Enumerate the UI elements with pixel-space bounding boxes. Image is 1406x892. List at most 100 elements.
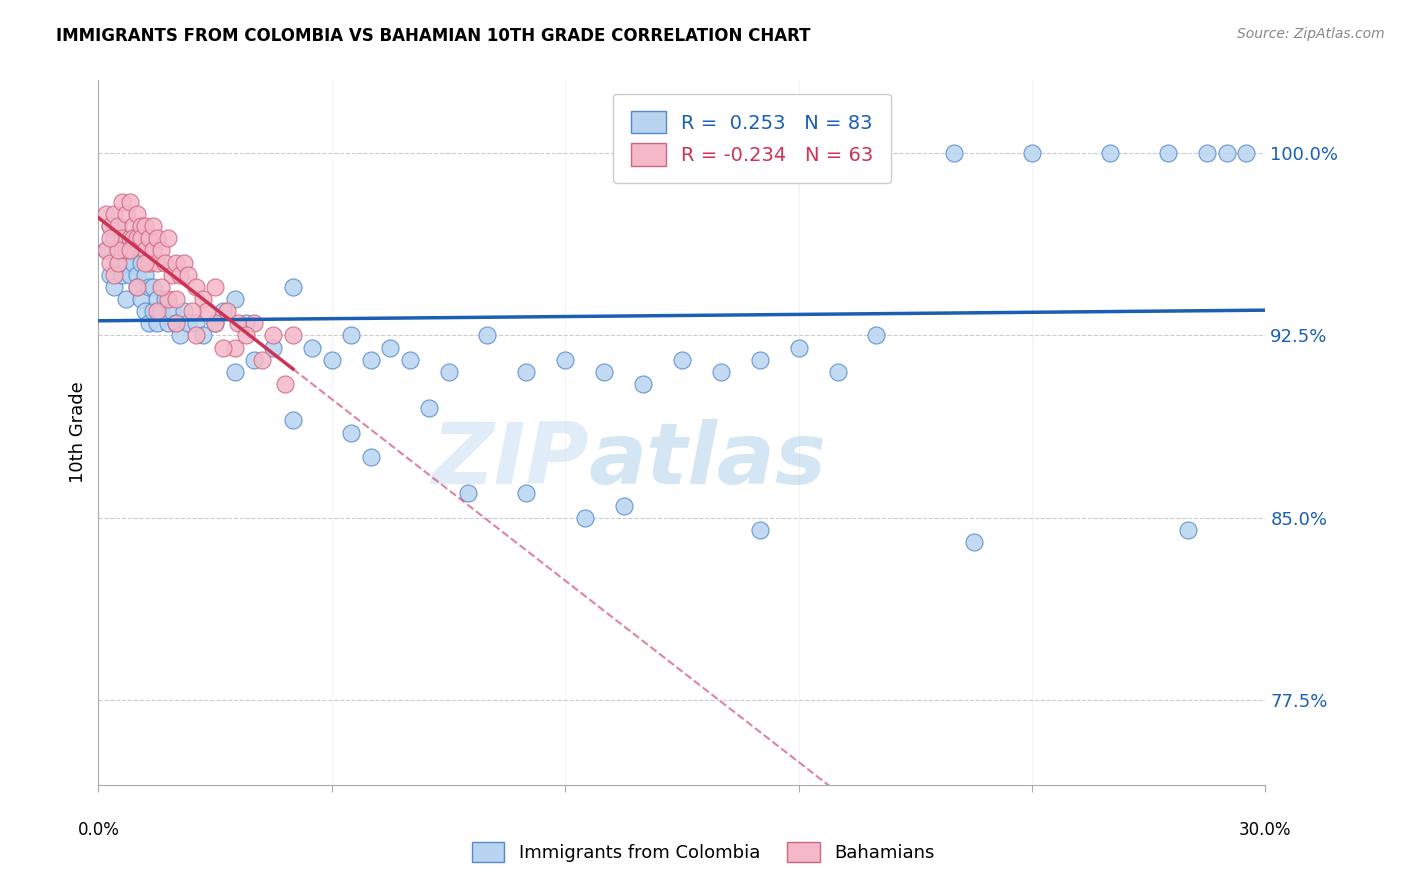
Point — [1021, 146, 1043, 161]
Point — [134, 268, 156, 282]
Point — [710, 365, 733, 379]
Point — [574, 510, 596, 524]
Point — [281, 280, 304, 294]
Point — [98, 255, 121, 269]
Point — [301, 341, 323, 355]
Point — [943, 146, 966, 161]
Point — [103, 207, 125, 221]
Point — [224, 365, 246, 379]
Point — [111, 244, 134, 258]
Point — [146, 316, 169, 330]
Point — [122, 231, 145, 245]
Point — [204, 316, 226, 330]
Point — [827, 365, 849, 379]
Point — [96, 244, 118, 258]
Point — [340, 328, 363, 343]
Point — [180, 304, 202, 318]
Point — [114, 244, 136, 258]
Point — [127, 280, 149, 294]
Point — [281, 413, 304, 427]
Point — [118, 244, 141, 258]
Point — [129, 231, 152, 245]
Point — [235, 316, 257, 330]
Point — [1195, 146, 1218, 161]
Point — [98, 231, 121, 245]
Point — [515, 365, 537, 379]
Point — [748, 352, 770, 367]
Point — [142, 219, 165, 233]
Point — [173, 255, 195, 269]
Point — [114, 255, 136, 269]
Point — [138, 280, 160, 294]
Point — [138, 255, 160, 269]
Point — [127, 207, 149, 221]
Point — [631, 377, 654, 392]
Point — [146, 304, 169, 318]
Point — [212, 341, 235, 355]
Point — [103, 231, 125, 245]
Text: atlas: atlas — [589, 419, 827, 502]
Point — [98, 268, 121, 282]
Point — [114, 292, 136, 306]
Point — [157, 316, 180, 330]
Point — [129, 219, 152, 233]
Point — [129, 255, 152, 269]
Point — [1098, 146, 1121, 161]
Point — [1234, 146, 1257, 161]
Point — [554, 352, 576, 367]
Point — [437, 365, 460, 379]
Point — [122, 255, 145, 269]
Point — [250, 352, 273, 367]
Point — [111, 268, 134, 282]
Point — [114, 207, 136, 221]
Point — [748, 523, 770, 537]
Point — [127, 268, 149, 282]
Point — [235, 328, 257, 343]
Point — [107, 255, 129, 269]
Point — [243, 316, 266, 330]
Point — [127, 231, 149, 245]
Point — [262, 328, 284, 343]
Point — [134, 255, 156, 269]
Point — [138, 231, 160, 245]
Point — [730, 146, 752, 161]
Point — [215, 304, 238, 318]
Point — [593, 365, 616, 379]
Point — [169, 328, 191, 343]
Point — [195, 304, 218, 318]
Point — [98, 219, 121, 233]
Point — [212, 304, 235, 318]
Point — [243, 352, 266, 367]
Point — [118, 231, 141, 245]
Point — [111, 231, 134, 245]
Point — [111, 194, 134, 209]
Point — [360, 352, 382, 367]
Point — [184, 280, 207, 294]
Point — [787, 341, 810, 355]
Text: 30.0%: 30.0% — [1239, 822, 1292, 839]
Point — [457, 486, 479, 500]
Text: Source: ZipAtlas.com: Source: ZipAtlas.com — [1237, 27, 1385, 41]
Point — [138, 316, 160, 330]
Point — [118, 244, 141, 258]
Point — [177, 268, 200, 282]
Point — [107, 219, 129, 233]
Point — [107, 219, 129, 233]
Point — [184, 316, 207, 330]
Point — [153, 255, 176, 269]
Point — [149, 280, 172, 294]
Point — [165, 255, 187, 269]
Point — [149, 244, 172, 258]
Point — [224, 292, 246, 306]
Point — [398, 352, 420, 367]
Point — [340, 425, 363, 440]
Point — [515, 486, 537, 500]
Point — [142, 244, 165, 258]
Point — [153, 292, 176, 306]
Point — [103, 280, 125, 294]
Point — [204, 316, 226, 330]
Point — [360, 450, 382, 464]
Text: ZIP: ZIP — [430, 419, 589, 502]
Point — [162, 268, 184, 282]
Point — [98, 219, 121, 233]
